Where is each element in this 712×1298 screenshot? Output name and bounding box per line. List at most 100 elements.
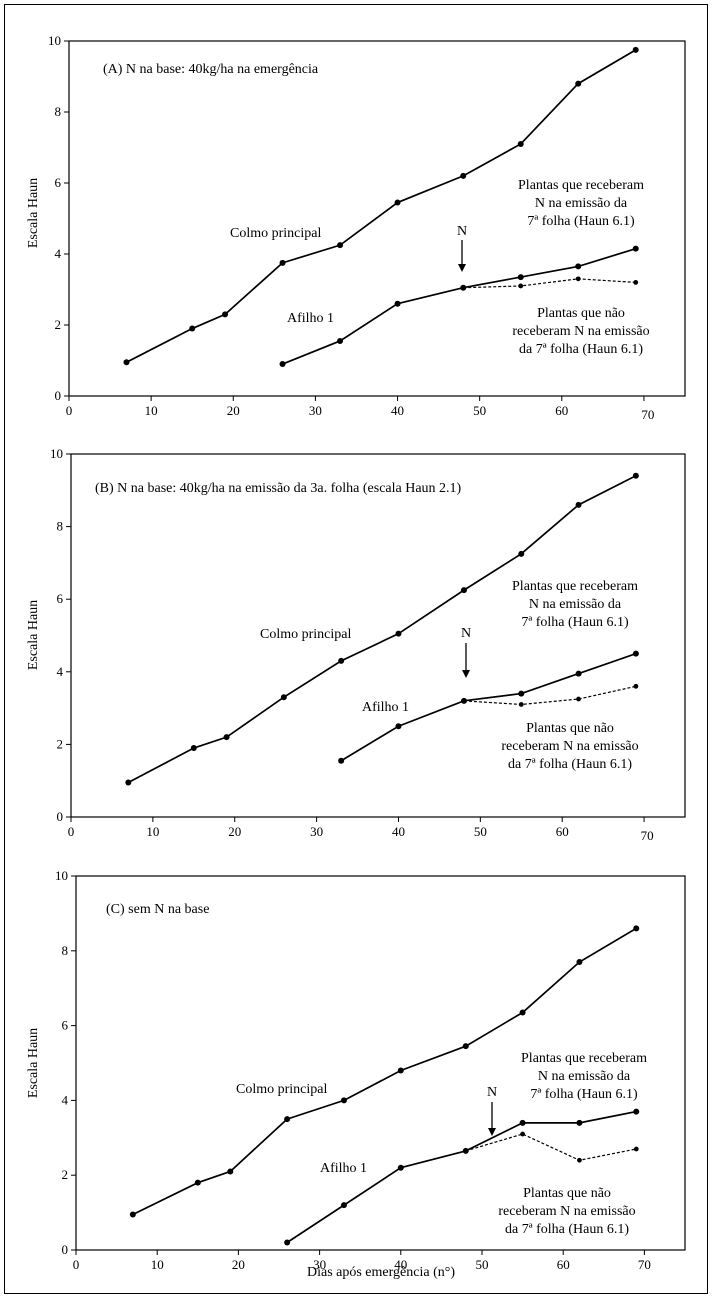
panel-b-series-3-point: [461, 698, 467, 704]
panel-c-plot-area: [75, 875, 686, 1251]
panel-c-x-tick-label: 30: [313, 1257, 326, 1272]
panel-c-series-1-point: [284, 1116, 291, 1123]
panel-a-not-received-3: da 7ª folha (Haun 6.1): [519, 342, 643, 357]
panel-b-tiller-label: Afilho 1: [362, 700, 409, 715]
panel-b-y-tick-label: 10: [50, 446, 63, 461]
panel-b-series-3-line: [463, 685, 637, 706]
panel-c-n-arrow-head: [488, 1128, 496, 1136]
panel-b-n-arrow-head: [462, 670, 470, 678]
panel-c-series-1-point: [397, 1067, 404, 1074]
panel-a-x-tick-label: 30: [309, 403, 322, 418]
panel-c-y-tick-label: 10: [55, 868, 68, 883]
panel-a-y-tick-label: 10: [48, 33, 61, 48]
panel-c-x-tick-label: 20: [232, 1257, 245, 1272]
panel-a-series-1-point: [123, 359, 130, 366]
panel-a-y-tick-label: 2: [55, 317, 62, 332]
panel-c-y-tick-label: 0: [62, 1242, 69, 1257]
panel-a-ylabel: Escala Haun: [26, 178, 41, 248]
panel-a-series-2-point: [517, 274, 524, 281]
panel-a-series-1-point: [575, 80, 582, 87]
panel-a-received-3: 7ª folha (Haun 6.1): [527, 214, 635, 229]
panel-a-series-3-point: [460, 285, 466, 291]
panel-c-y-tick-label: 8: [62, 943, 69, 958]
panel-b-series-1-line: [127, 475, 637, 784]
panel-b-not-received-3: da 7ª folha (Haun 6.1): [508, 757, 632, 772]
panel-c-series-1-point: [340, 1097, 347, 1104]
panel-b-series-2-point: [338, 757, 345, 764]
panel-a: (A) N na base: 40kg/ha na emergência Esc…: [26, 33, 686, 422]
panel-a-series-1-point: [460, 172, 467, 179]
panel-a-series-1-point: [189, 325, 196, 332]
panel-b-series-1-point: [338, 657, 345, 664]
panel-b-received-2: N na emissão da: [529, 597, 622, 612]
panel-a-y-tick-label: 4: [55, 246, 62, 261]
panel-c-series-2-point: [633, 1108, 640, 1115]
panel-b-series-1-point: [632, 472, 639, 479]
panel-a-series-2-point: [575, 263, 582, 270]
panel-b-x-tick-label: 30: [310, 824, 323, 839]
panel-b-series-3-point: [633, 683, 639, 689]
panel-b-x-tick-label: 60: [556, 824, 569, 839]
panel-b-y-tick-label: 4: [57, 664, 64, 679]
panel-a-series-2-point: [632, 245, 639, 252]
panel-b-x-tick-label: 70: [641, 828, 654, 843]
panel-b-y-tick-label: 2: [57, 736, 64, 751]
panel-a-series-3-line: [463, 278, 636, 289]
panel-a-x-tick-label: 0: [66, 403, 73, 418]
panel-a-received-1: Plantas que receberam: [518, 178, 644, 193]
panel-b: (B) N na base: 40kg/ha na emissão da 3a.…: [26, 446, 686, 843]
panel-a-x-tick-label: 60: [555, 403, 568, 418]
panel-b-x-tick-label: 0: [68, 824, 75, 839]
panel-b-series-2-point: [518, 690, 525, 697]
panel-c-series-3-point: [633, 1146, 639, 1152]
panel-c-series-2-point: [519, 1119, 526, 1126]
panel-c-received-3: 7ª folha (Haun 6.1): [530, 1087, 638, 1102]
panel-b-y-tick-label: 0: [57, 809, 64, 824]
panel-c-n-label: N: [487, 1085, 497, 1100]
panel-a-n-arrow-head: [458, 264, 466, 272]
panel-b-ylabel: Escala Haun: [26, 600, 41, 670]
panel-c-ylabel: Escala Haun: [26, 1028, 41, 1098]
panel-b-series-2-point: [395, 723, 402, 730]
panel-a-x-tick-label: 20: [227, 403, 240, 418]
panel-a-series-1-point: [222, 311, 229, 318]
panel-c-series-1-point: [194, 1179, 201, 1186]
shared-x-axis-label: Dias após emergência (n°): [307, 1265, 455, 1280]
panel-b-plot-area: [70, 453, 686, 818]
panel-a-y-tick-label: 8: [55, 104, 62, 119]
panel-a-tiller-label: Afilho 1: [287, 311, 334, 326]
panel-c-series-1-point: [129, 1211, 136, 1218]
panel-b-series-2-point: [632, 650, 639, 657]
panel-c-x-tick-label: 0: [73, 1257, 80, 1272]
panel-a-y-tick-label: 0: [55, 388, 62, 403]
panel-c-not-received-1: Plantas que não: [523, 1186, 611, 1201]
panel-a-series-3-point: [633, 280, 639, 285]
panel-c-series-1-point: [519, 1009, 526, 1016]
panel-b-not-received-1: Plantas que não: [526, 721, 614, 736]
panel-b-series-1-point: [395, 630, 402, 637]
panel-b-series-1-point: [518, 550, 525, 557]
panel-a-series-1-line: [126, 49, 637, 364]
panel-c-y-tick-label: 6: [62, 1018, 69, 1033]
panel-c-series-3-point: [577, 1157, 582, 1163]
panel-b-series-1-point: [190, 745, 197, 752]
panel-a-received-2: N na emissão da: [535, 196, 628, 211]
panel-c-title: (C) sem N na base: [106, 902, 209, 917]
panel-a-series-2-point: [337, 337, 344, 344]
panel-a-x-tick-label: 10: [145, 403, 158, 418]
panel-a-x-tick-label: 50: [473, 403, 486, 418]
panel-b-series-1-point: [460, 587, 467, 594]
panel-b-main-label: Colmo principal: [260, 627, 351, 642]
panel-c-x-tick-label: 50: [476, 1257, 489, 1272]
panel-c-series-3-line: [465, 1133, 637, 1161]
panel-c-y-tick-label: 4: [62, 1092, 69, 1107]
panel-b-x-tick-label: 20: [228, 824, 241, 839]
panel-b-y-tick-label: 8: [57, 519, 64, 534]
panel-c-not-received-2: receberam N na emissão: [498, 1204, 635, 1219]
panel-b-x-tick-label: 50: [474, 824, 487, 839]
panel-c-series-1-point: [462, 1043, 469, 1050]
panel-a-series-1-point: [394, 199, 401, 206]
panel-b-n-label: N: [461, 626, 471, 641]
panel-c-series-3-point: [463, 1148, 469, 1154]
